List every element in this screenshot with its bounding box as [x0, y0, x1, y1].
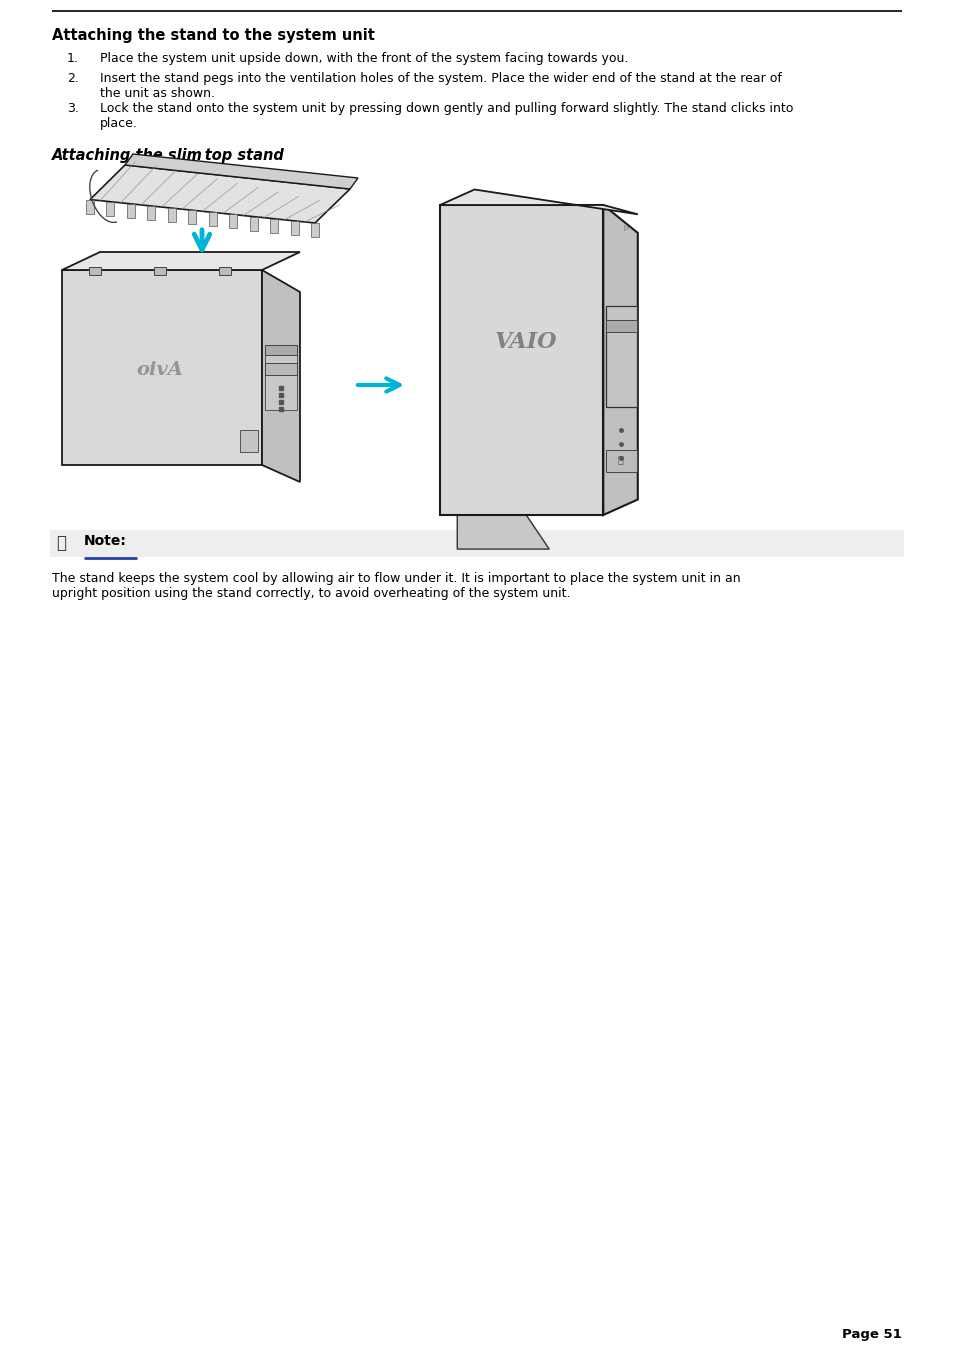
Text: Place the system unit upside down, with the front of the system facing towards y: Place the system unit upside down, with …: [100, 51, 628, 65]
Polygon shape: [125, 154, 357, 189]
Polygon shape: [188, 211, 196, 224]
Text: ⏻: ⏻: [617, 454, 623, 465]
Bar: [153, 267, 166, 276]
Text: 2.: 2.: [67, 72, 79, 85]
Text: Page 51: Page 51: [841, 1328, 901, 1342]
Polygon shape: [147, 205, 155, 220]
Text: Attaching the slim top stand: Attaching the slim top stand: [52, 149, 285, 163]
Polygon shape: [270, 219, 277, 232]
Bar: [605, 450, 636, 471]
Bar: [605, 305, 636, 407]
Text: Insert the stand pegs into the ventilation holes of the system. Place the wider : Insert the stand pegs into the ventilati…: [100, 72, 781, 100]
Text: The stand keeps the system cool by allowing air to flow under it. It is importan: The stand keeps the system cool by allow…: [52, 571, 740, 600]
Bar: [219, 267, 231, 276]
Text: Lock the stand onto the system unit by pressing down gently and pulling forward : Lock the stand onto the system unit by p…: [100, 101, 793, 130]
Polygon shape: [311, 223, 318, 236]
Text: oivA: oivA: [136, 361, 183, 380]
Text: ▷: ▷: [623, 226, 628, 231]
Polygon shape: [229, 215, 237, 228]
Polygon shape: [209, 212, 216, 227]
Polygon shape: [86, 200, 94, 213]
Bar: [605, 320, 636, 332]
Bar: [265, 345, 296, 355]
Polygon shape: [456, 515, 549, 549]
Text: Attaching the stand to the system unit: Attaching the stand to the system unit: [52, 28, 375, 43]
Bar: [265, 363, 296, 376]
Polygon shape: [62, 270, 262, 465]
Text: 🖉: 🖉: [56, 534, 66, 553]
Polygon shape: [250, 216, 257, 231]
Polygon shape: [90, 165, 350, 223]
Bar: [265, 345, 296, 409]
Polygon shape: [291, 220, 298, 235]
Bar: [50, 530, 903, 557]
Bar: [240, 430, 257, 453]
Text: VAIO: VAIO: [495, 331, 557, 353]
Text: Note:: Note:: [84, 534, 127, 549]
Polygon shape: [107, 201, 114, 216]
Text: 3.: 3.: [67, 101, 79, 115]
Polygon shape: [602, 205, 638, 515]
Bar: [89, 267, 101, 276]
Polygon shape: [262, 270, 299, 482]
Polygon shape: [127, 204, 134, 218]
Polygon shape: [168, 208, 175, 222]
Text: 1.: 1.: [67, 51, 79, 65]
Polygon shape: [62, 253, 299, 270]
Polygon shape: [439, 189, 638, 215]
Polygon shape: [439, 205, 602, 515]
